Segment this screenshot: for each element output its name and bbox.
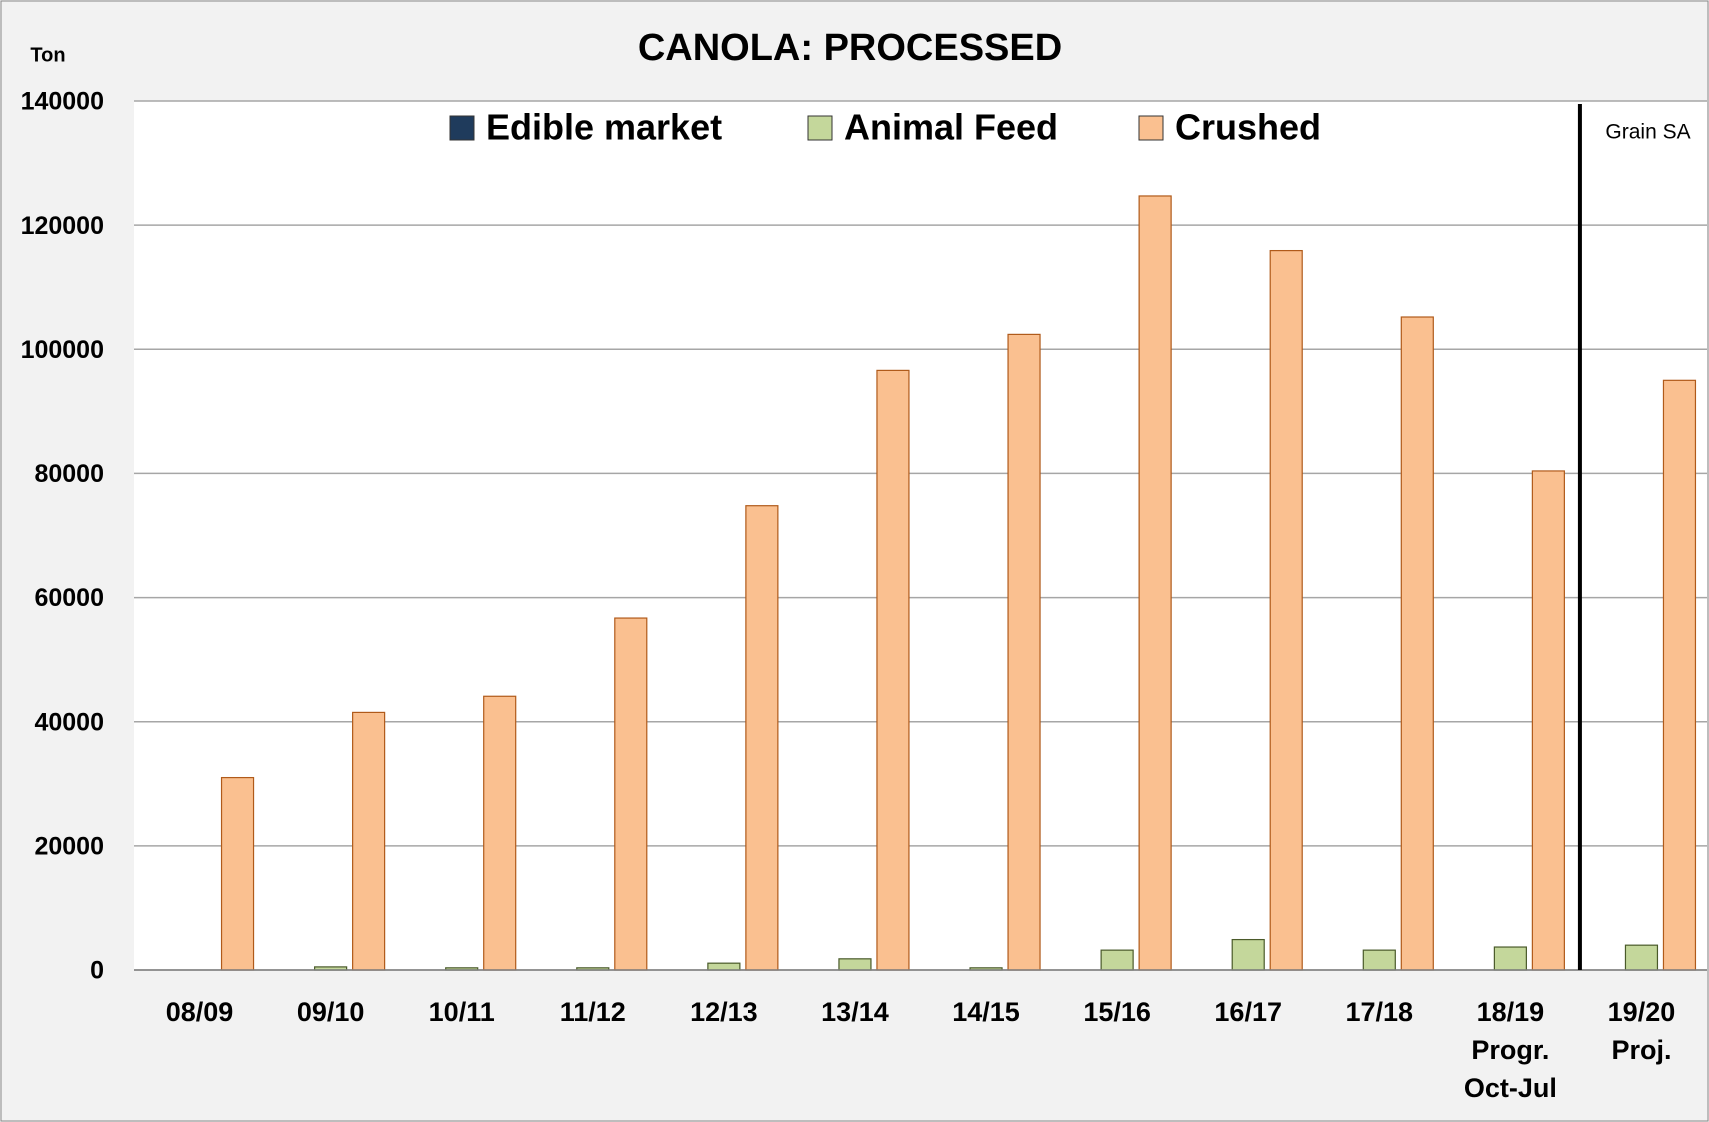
x-tick-label: 08/09: [166, 997, 234, 1027]
y-tick-label: 0: [90, 957, 104, 985]
x-tick-label-line: 10/11: [429, 997, 495, 1027]
bar: [1231, 938, 1265, 971]
bar: [352, 711, 386, 971]
x-tick-label: 14/15: [952, 997, 1020, 1027]
x-tick-label-line: 18/19: [1477, 997, 1545, 1027]
x-tick-label-line: Oct-Jul: [1464, 1073, 1557, 1103]
bar: [1269, 249, 1303, 971]
x-tick-label: 12/13: [690, 997, 758, 1027]
x-tick-label: 15/16: [1083, 997, 1151, 1027]
y-axis-label: Ton: [30, 44, 65, 66]
x-tick-label: 13/14: [821, 997, 889, 1027]
x-tick-label-line: 09/10: [297, 997, 365, 1027]
bar: [876, 369, 910, 971]
x-tick-label-line: 13/14: [821, 997, 889, 1027]
bar: [1624, 944, 1659, 971]
bar: [1662, 379, 1697, 971]
x-tick-label-line: Proj.: [1611, 1035, 1671, 1065]
x-tick-label-line: 14/15: [952, 997, 1020, 1027]
bar: [614, 617, 648, 971]
y-tick-label: 80000: [34, 460, 104, 488]
y-tick-label: 120000: [21, 212, 104, 240]
y-tick-label: 60000: [34, 584, 104, 612]
bar: [220, 776, 255, 971]
x-tick-label: 17/18: [1346, 997, 1414, 1027]
bar: [1007, 333, 1041, 971]
annotation: Grain SA: [1605, 121, 1690, 144]
plot-area: [134, 101, 1707, 970]
x-tick-label-line: 12/13: [690, 997, 758, 1027]
legend-swatch: [449, 115, 475, 141]
x-tick-label: 19/20 Proj.: [1608, 997, 1676, 1065]
bar: [1362, 949, 1396, 971]
legend-label: Animal Feed: [844, 107, 1058, 148]
legend-label: Edible market: [486, 107, 722, 148]
bar: [838, 958, 872, 971]
x-tick-label: 10/11: [429, 997, 495, 1027]
x-tick-label-line: 19/20: [1608, 997, 1676, 1027]
bar: [1400, 316, 1434, 971]
legend-swatch: [807, 115, 833, 141]
chart-title: CANOLA: PROCESSED: [638, 27, 1062, 69]
y-tick-label: 100000: [21, 336, 104, 364]
bar: [707, 962, 741, 971]
x-tick-label-line: 11/12: [560, 997, 626, 1027]
bar: [745, 505, 779, 971]
legend-swatch: [1138, 115, 1164, 141]
x-tick-label-line: 17/18: [1346, 997, 1414, 1027]
x-tick-label: 11/12: [560, 997, 626, 1027]
bar: [1100, 949, 1134, 971]
bar: [1493, 946, 1527, 971]
x-tick-label-line: 16/17: [1214, 997, 1282, 1027]
bar: [483, 695, 517, 971]
x-tick-label-line: Progr.: [1471, 1035, 1549, 1065]
x-tick-label: 18/19 Progr. Oct-Jul: [1464, 997, 1557, 1103]
y-tick-label: 40000: [34, 708, 104, 736]
x-tick-label: 09/10: [297, 997, 365, 1027]
y-tick-label: 140000: [21, 88, 104, 116]
bar: [1531, 470, 1565, 971]
x-tick-label-line: 08/09: [166, 997, 234, 1027]
y-tick-label: 20000: [34, 832, 104, 860]
x-tick-label-line: 15/16: [1083, 997, 1151, 1027]
x-tick-label: 16/17: [1214, 997, 1282, 1027]
legend-label: Crushed: [1175, 107, 1321, 148]
bar: [1138, 195, 1172, 971]
